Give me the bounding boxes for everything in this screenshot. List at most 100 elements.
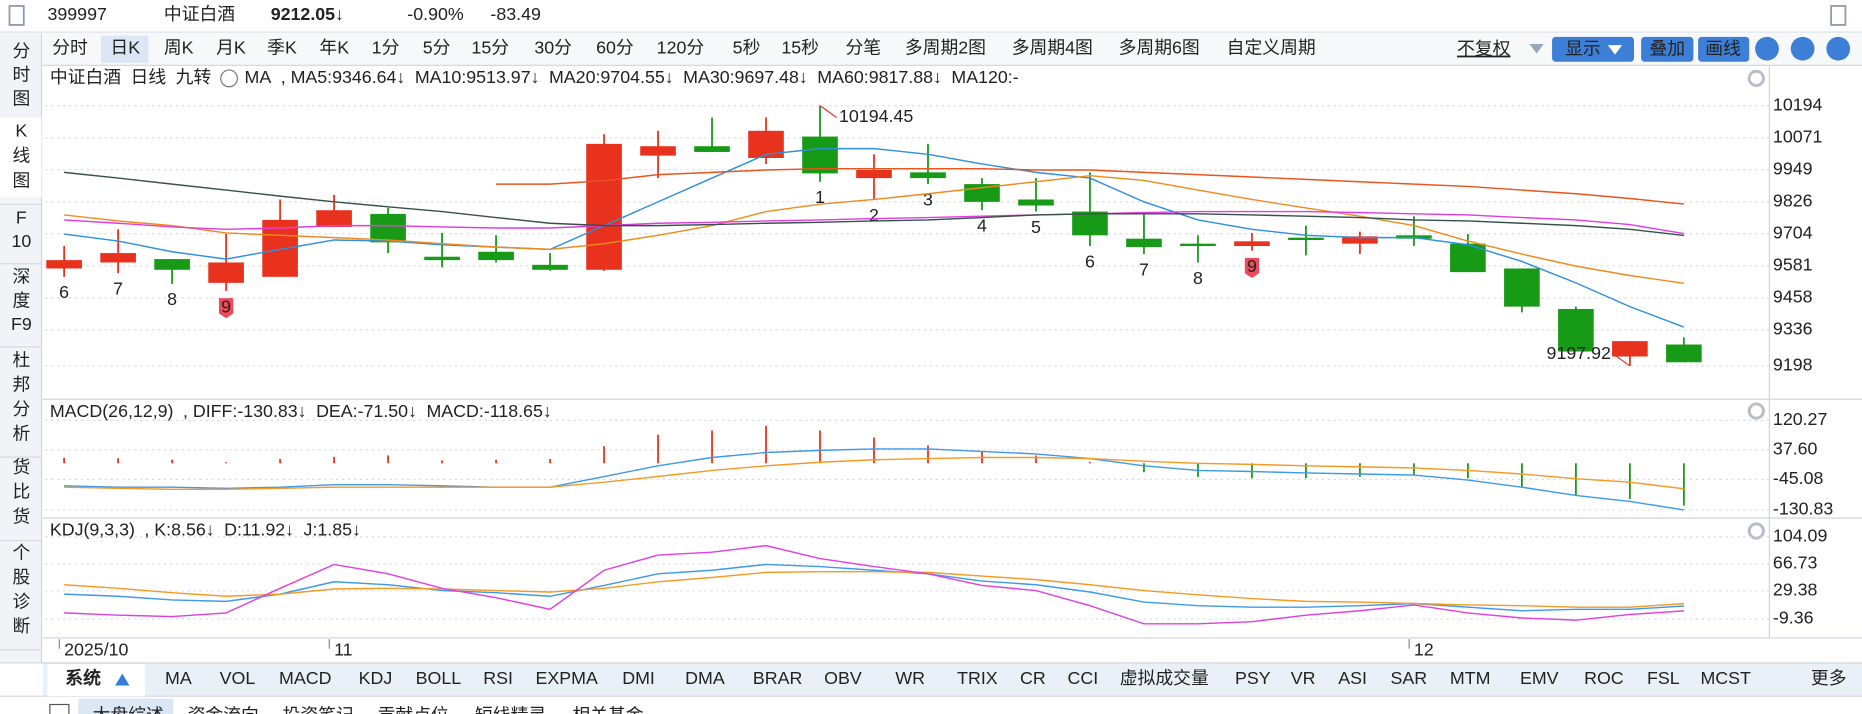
indicator-tab[interactable]: SAR xyxy=(1391,668,1428,688)
adjust-select[interactable]: 不复权 xyxy=(1457,39,1511,59)
indicator-tab[interactable]: VR xyxy=(1291,668,1316,688)
settings-icon[interactable] xyxy=(1747,69,1765,88)
draw-label[interactable]: 画线 xyxy=(1705,39,1741,59)
panel-tab[interactable]: 贡献点位 xyxy=(378,705,449,714)
side-tab-label[interactable]: 线 xyxy=(12,146,30,166)
checkbox[interactable] xyxy=(49,703,70,714)
indicator-tab[interactable]: WR xyxy=(895,668,925,688)
info-icon[interactable] xyxy=(220,69,238,88)
window-icon[interactable] xyxy=(8,5,25,26)
side-tab-label[interactable]: 股 xyxy=(12,567,30,587)
period-tab[interactable]: 1分 xyxy=(372,37,400,57)
side-tab-label[interactable]: 诊 xyxy=(12,592,30,612)
panel-tab[interactable]: 短线精灵 xyxy=(475,705,546,714)
panel-tab[interactable]: 相关基金 xyxy=(572,705,643,714)
indicator-tab[interactable]: BRAR xyxy=(753,668,803,688)
indicator-tab[interactable]: BOLL xyxy=(416,668,462,688)
indicator-tab[interactable]: 虚拟成交量 xyxy=(1120,668,1209,688)
side-tab-label[interactable]: F9 xyxy=(11,314,32,334)
indicator-tab[interactable]: TRIX xyxy=(957,668,998,688)
settings-icon[interactable] xyxy=(1747,522,1765,540)
side-tab-label[interactable]: 杜 xyxy=(12,350,30,370)
period-tab[interactable]: 自定义周期 xyxy=(1227,37,1316,57)
side-tab-label[interactable]: 图 xyxy=(12,88,30,108)
toolbar-icon[interactable] xyxy=(1826,36,1851,61)
legend-period: 日线 xyxy=(131,67,167,87)
indicator-tab[interactable]: MCST xyxy=(1701,668,1752,688)
indicator-tab[interactable]: 系统 xyxy=(65,667,101,688)
indicator-tab[interactable]: VOL xyxy=(220,668,256,688)
panel-tab[interactable]: 大盘综述 xyxy=(93,705,164,714)
overlay-button[interactable] xyxy=(1641,36,1694,62)
indicator-tab[interactable]: PSY xyxy=(1235,668,1271,688)
side-tab-label[interactable]: F xyxy=(16,207,27,227)
period-tab[interactable]: 多周期6图 xyxy=(1119,37,1200,57)
period-tab[interactable]: 日K xyxy=(110,37,140,57)
indicator-tab[interactable]: DMA xyxy=(685,668,725,688)
indicator-tab[interactable]: ASI xyxy=(1338,668,1367,688)
indicator-tab[interactable]: EMV xyxy=(1520,668,1559,688)
indicator-tab[interactable]: MACD xyxy=(279,668,331,688)
display-label[interactable]: 显示 xyxy=(1565,39,1601,59)
indicator-tab[interactable]: ROC xyxy=(1584,668,1624,688)
indicator-tab[interactable]: OBV xyxy=(824,668,862,688)
side-tab-label[interactable]: 图 xyxy=(12,170,30,190)
side-tab-label[interactable]: 分 xyxy=(12,399,30,419)
side-tab-label[interactable]: 度 xyxy=(12,290,30,310)
window-icon[interactable] xyxy=(1830,5,1847,26)
period-tab[interactable]: 15分 xyxy=(471,37,509,57)
panel-tab[interactable]: 投资笔记 xyxy=(283,705,354,714)
side-tab-label[interactable]: K xyxy=(15,121,27,141)
period-tab[interactable]: 月K xyxy=(216,37,246,57)
indicator-tab[interactable]: EXPMA xyxy=(536,668,598,688)
settings-icon[interactable] xyxy=(1747,402,1765,420)
period-tab[interactable]: 30分 xyxy=(534,37,572,57)
nine-turn-label: 3 xyxy=(923,189,933,209)
indicator-tab[interactable]: MTM xyxy=(1450,668,1491,688)
period-tab[interactable]: 5分 xyxy=(423,37,451,57)
side-tab-label[interactable]: 邦 xyxy=(12,374,30,394)
y-tick-label: -130.83 xyxy=(1773,499,1833,519)
toolbar-icon[interactable] xyxy=(1755,36,1779,61)
toolbar-icon[interactable] xyxy=(1790,36,1815,61)
period-tab[interactable]: 分时 xyxy=(52,37,88,57)
indicator-tab[interactable]: DMI xyxy=(622,668,655,688)
period-tab[interactable]: 季K xyxy=(267,37,297,57)
more-link[interactable]: 更多 xyxy=(1811,668,1847,688)
indicator-tab[interactable]: FSL xyxy=(1647,668,1680,688)
candle-body xyxy=(370,213,406,243)
panel-tab-selected xyxy=(78,698,174,714)
side-tab-label[interactable]: 比 xyxy=(12,482,30,502)
panel-tab[interactable]: 资金流向 xyxy=(188,705,259,714)
draw-button[interactable] xyxy=(1698,36,1750,62)
indicator-tab[interactable]: CCI xyxy=(1068,668,1099,688)
indicator-tab[interactable]: KDJ xyxy=(359,668,393,688)
overlay-label[interactable]: 叠加 xyxy=(1649,39,1685,59)
display-button[interactable] xyxy=(1552,36,1634,62)
indicator-line xyxy=(64,147,1685,328)
period-tab[interactable]: 多周期2图 xyxy=(905,37,986,57)
annotation-leader xyxy=(819,105,837,118)
period-tab[interactable]: 120分 xyxy=(657,37,705,57)
indicator-tab[interactable]: RSI xyxy=(483,668,513,688)
indicator-tab[interactable]: CR xyxy=(1020,668,1046,688)
candle-body xyxy=(424,256,460,261)
side-tab-label[interactable]: 10 xyxy=(11,231,31,251)
side-tab-label[interactable]: 货 xyxy=(12,457,30,477)
side-tab-label[interactable]: 时 xyxy=(12,65,30,85)
period-tab[interactable]: 5秒 xyxy=(733,37,761,57)
side-tab-label[interactable]: 分 xyxy=(12,41,30,61)
period-tab[interactable]: 分笔 xyxy=(846,37,882,57)
indicator-tab[interactable]: MA xyxy=(165,668,192,688)
side-tab-label[interactable]: 断 xyxy=(12,616,30,636)
period-tab[interactable]: 周K xyxy=(164,37,194,57)
legend-entry: MA20:9704.55↓ xyxy=(549,67,674,87)
side-tab-label[interactable]: 个 xyxy=(12,542,30,562)
side-tab-label[interactable]: 深 xyxy=(12,267,30,287)
period-tab[interactable]: 15秒 xyxy=(781,37,819,57)
period-tab[interactable]: 年K xyxy=(319,37,349,57)
side-tab-label[interactable]: 货 xyxy=(12,507,30,527)
period-tab[interactable]: 多周期4图 xyxy=(1012,37,1093,57)
side-tab-label[interactable]: 析 xyxy=(12,424,30,444)
period-tab[interactable]: 60分 xyxy=(596,37,634,57)
